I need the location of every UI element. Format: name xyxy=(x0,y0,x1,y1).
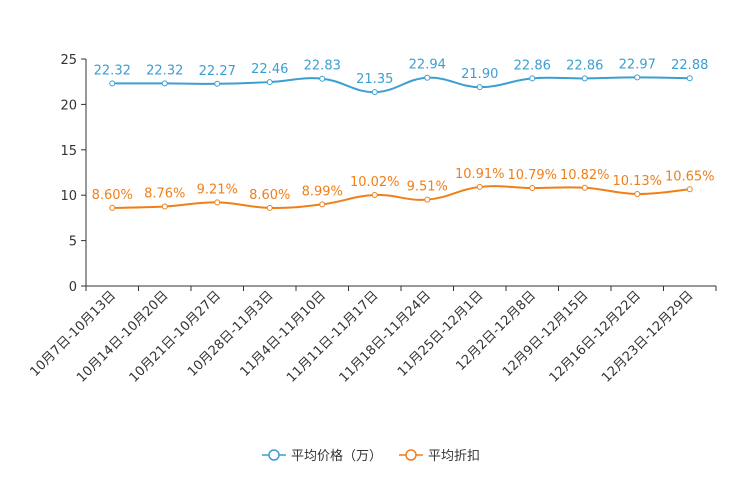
data-point[interactable] xyxy=(371,89,378,96)
data-label: 22.32 xyxy=(146,63,183,78)
data-point[interactable] xyxy=(161,203,168,210)
data-point[interactable] xyxy=(476,84,483,91)
legend-swatch-marker xyxy=(405,449,417,461)
data-point[interactable] xyxy=(109,80,116,87)
x-tick-label: 12月23日-12月29日 xyxy=(599,288,696,385)
data-point[interactable] xyxy=(529,75,536,82)
data-label: 21.35 xyxy=(356,72,393,87)
legend-item-1[interactable]: 平均折扣 xyxy=(399,449,480,464)
data-label: 21.90 xyxy=(461,67,498,82)
x-tick-label: 10月7日-10月13日 xyxy=(27,288,119,380)
data-label: 22.86 xyxy=(566,58,603,73)
data-point[interactable] xyxy=(319,201,326,208)
data-label: 22.88 xyxy=(671,58,708,73)
data-point[interactable] xyxy=(214,199,221,206)
data-label: 8.60% xyxy=(92,188,133,203)
data-point[interactable] xyxy=(476,183,483,190)
data-label: 22.86 xyxy=(514,58,551,73)
legend-label: 平均价格（万） xyxy=(291,448,382,464)
legend: 平均价格（万） 平均折扣 xyxy=(262,448,480,464)
data-point[interactable] xyxy=(109,204,116,211)
data-point[interactable] xyxy=(686,186,693,193)
data-point[interactable] xyxy=(529,185,536,192)
data-point[interactable] xyxy=(161,80,168,87)
data-point[interactable] xyxy=(634,74,641,81)
axes: 0 5 10 15 20 25 10月7日-10月13日10月14日-10月20日10月21… xyxy=(27,53,717,386)
data-label: 22.94 xyxy=(409,58,446,73)
data-label: 8.60% xyxy=(249,188,290,203)
data-point[interactable] xyxy=(634,191,641,198)
y-tick-label: 10 xyxy=(60,189,77,204)
data-label: 22.27 xyxy=(199,64,236,79)
data-label: 10.91% xyxy=(455,167,505,182)
y-tick-label: 15 xyxy=(60,144,77,159)
series-line xyxy=(112,76,690,94)
data-label: 10.65% xyxy=(665,169,715,184)
data-label: 8.76% xyxy=(144,186,185,201)
data-point[interactable] xyxy=(686,75,693,82)
x-tick-label: 11月18日-11月24日 xyxy=(337,288,434,385)
y-tick-label: 20 xyxy=(60,98,77,113)
legend-item-0[interactable]: 平均价格（万） xyxy=(262,448,382,464)
data-point[interactable] xyxy=(266,79,273,86)
data-label: 10.13% xyxy=(612,174,662,189)
series-0: 22.32 22.32 22.27 22.46 22.83 21.35 22.94 21.90… xyxy=(94,57,708,96)
series-line xyxy=(112,185,690,209)
y-tick-label: 25 xyxy=(60,53,77,68)
y-tick-label: 0 xyxy=(69,280,77,295)
data-point[interactable] xyxy=(214,80,221,87)
data-label: 22.46 xyxy=(251,62,288,77)
data-point[interactable] xyxy=(581,75,588,82)
data-label: 22.83 xyxy=(304,59,341,74)
data-point[interactable] xyxy=(266,204,273,211)
data-label: 22.32 xyxy=(94,63,131,78)
legend-swatch-marker xyxy=(268,449,280,461)
series-layer: 22.32 22.32 22.27 22.46 22.83 21.35 22.94 21.90… xyxy=(92,57,715,211)
data-label: 8.99% xyxy=(302,184,343,199)
legend-label: 平均折扣 xyxy=(428,449,480,464)
x-tick-label: 11月11日-11月17日 xyxy=(284,288,381,385)
data-point[interactable] xyxy=(424,74,431,81)
data-label: 22.97 xyxy=(619,57,656,72)
data-label: 10.02% xyxy=(350,175,400,190)
data-label: 9.21% xyxy=(197,182,238,197)
y-tick-label: 5 xyxy=(69,235,77,250)
data-point[interactable] xyxy=(371,192,378,199)
data-point[interactable] xyxy=(581,184,588,191)
data-label: 10.79% xyxy=(507,168,557,183)
data-point[interactable] xyxy=(319,75,326,82)
data-label: 10.82% xyxy=(560,168,610,183)
data-point[interactable] xyxy=(424,196,431,203)
x-tick-label: 12月16日-12月22日 xyxy=(547,288,644,385)
x-tick-label: 10月14日-10月20日 xyxy=(74,288,171,385)
series-1: 8.60% 8.76% 9.21% 8.60% 8.99% 10.02% 9.51% 10.9… xyxy=(92,167,715,211)
data-label: 9.51% xyxy=(407,180,448,195)
x-tick-label: 10月21日-10月27日 xyxy=(127,288,224,385)
